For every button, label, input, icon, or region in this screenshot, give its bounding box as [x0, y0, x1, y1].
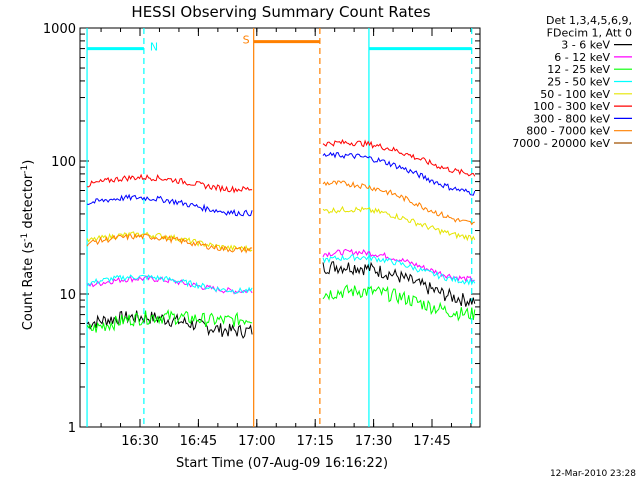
plot-frame — [79, 27, 481, 428]
legend: Det 1,3,4,5,6,9,FDecim 1, Att 03 - 6 keV… — [512, 14, 632, 150]
series-line — [322, 205, 476, 242]
legend-entry: 25 - 50 keV — [547, 76, 610, 89]
y-axis-label: Count Rate (s-1 detector-1) — [20, 160, 36, 331]
legend-entry: 100 - 300 keV — [533, 100, 610, 113]
x-tick-label: 16:45 — [180, 434, 217, 449]
x-tick-label: 17:15 — [296, 434, 333, 449]
axes: 16:30 16:45 17:00 17:15 17:30 17:45 1 10 100 1000 — [43, 22, 481, 449]
series-line — [87, 173, 253, 194]
vertical-markers — [86, 28, 473, 427]
legend-entry: 12 - 25 keV — [547, 63, 610, 76]
flag-label: N — [150, 41, 158, 54]
legend-entry: 800 - 7000 keV — [526, 125, 610, 138]
timestamp: 12-Mar-2010 23:28 — [550, 469, 636, 479]
x-axis-label: Start Time (07-Aug-09 16:16:22) — [176, 456, 388, 471]
series-line — [86, 310, 253, 339]
series-line — [86, 274, 253, 295]
series-lines — [86, 138, 476, 339]
flag-label: S — [243, 34, 250, 47]
series-line — [322, 254, 476, 286]
series-line — [86, 233, 253, 254]
y-tick-label: 100 — [51, 155, 76, 170]
chart-title: HESSI Observing Summary Count Rates — [131, 3, 430, 21]
x-tick-label: 17:30 — [355, 434, 392, 449]
x-tick-label: 17:45 — [413, 434, 450, 449]
series-line — [86, 309, 253, 333]
legend-header: Det 1,3,4,5,6,9, — [546, 14, 632, 27]
series-line — [322, 261, 476, 307]
y-label-sup2: -1 — [20, 165, 30, 174]
legend-entry: 6 - 12 keV — [554, 51, 610, 64]
legend-entry: 3 - 6 keV — [561, 39, 610, 52]
series-line — [322, 248, 475, 283]
x-tick-label: 16:30 — [121, 434, 158, 449]
legend-entry: 300 - 800 keV — [533, 112, 610, 125]
legend-entry: 7000 - 20000 keV — [512, 137, 610, 150]
series-line — [322, 138, 476, 177]
series-line — [322, 151, 476, 196]
y-label-part2: detector — [21, 173, 36, 233]
y-label-part1: Count Rate (s — [21, 242, 36, 331]
y-label-part3: ) — [21, 160, 36, 165]
series-line — [86, 193, 253, 217]
y-tick-label: 10 — [59, 288, 76, 303]
x-tick-label: 17:00 — [238, 434, 275, 449]
y-tick-label: 1000 — [43, 22, 76, 37]
series-line — [322, 180, 475, 226]
series-line — [86, 231, 253, 252]
y-tick-label: 1 — [68, 421, 76, 436]
attenuator-flags: NS — [87, 34, 472, 54]
y-label-sup1: -1 — [20, 233, 30, 242]
legend-entry: 50 - 100 keV — [540, 88, 610, 101]
legend-header: FDecim 1, Att 0 — [547, 26, 632, 39]
series-line — [322, 284, 476, 322]
